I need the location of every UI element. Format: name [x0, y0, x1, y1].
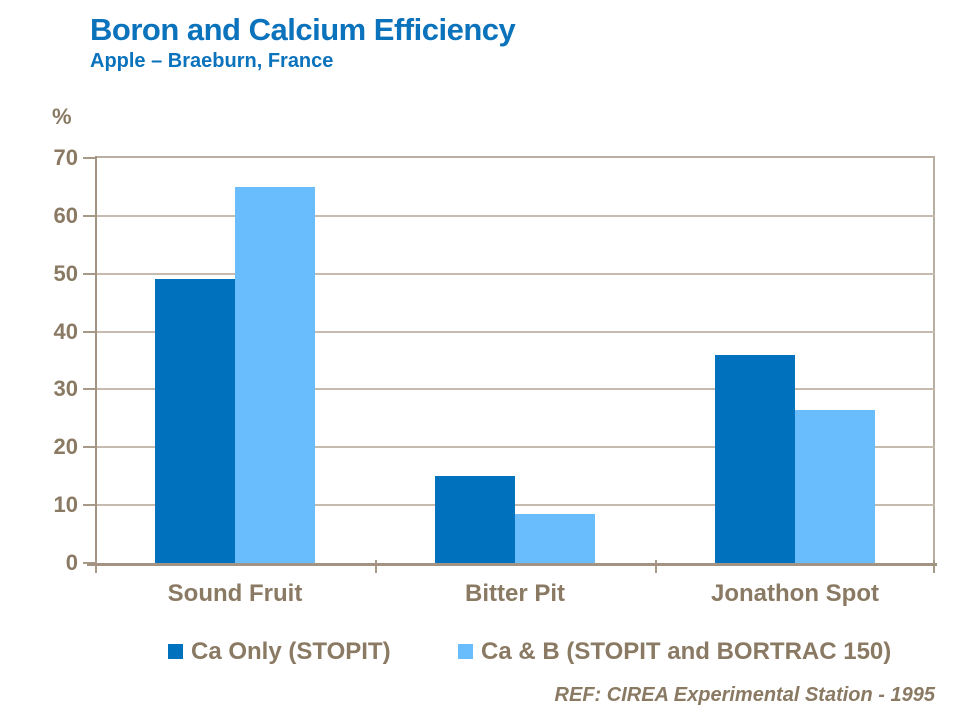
bar-group-sound-fruit [95, 158, 375, 563]
y-axis-line [95, 156, 97, 566]
x-tick-mark-3 [933, 560, 935, 573]
y-tick-label-60: 60 [53, 203, 78, 228]
y-tick-mark-60 [83, 215, 95, 217]
x-category-label-sound-fruit: Sound Fruit [167, 580, 303, 607]
bar-bitter-pit-series1 [435, 476, 515, 563]
x-tick-mark-1 [375, 560, 377, 573]
legend-item-series2: Ca & B (STOPIT and BORTRAC 150) [458, 638, 891, 666]
gridline-20 [97, 446, 935, 448]
gridline-60 [97, 215, 935, 217]
legend-swatch-series2 [458, 644, 473, 659]
y-tick-label-40: 40 [53, 319, 78, 344]
x-category-label-jonathon-spot: Jonathon Spot [711, 580, 879, 607]
gridline-30 [97, 388, 935, 390]
plot-right-border [933, 156, 935, 566]
y-tick-mark-40 [83, 331, 95, 333]
y-tick-mark-70 [83, 157, 95, 159]
y-tick-mark-10 [83, 504, 95, 506]
y-tick-mark-50 [83, 273, 95, 275]
gridline-40 [97, 331, 935, 333]
legend-label-series2: Ca & B (STOPIT and BORTRAC 150) [481, 638, 892, 665]
y-tick-label-20: 20 [53, 434, 78, 459]
bar-group-bitter-pit [375, 158, 655, 563]
y-tick-mark-30 [83, 388, 95, 390]
chart-subtitle: Apple – Braeburn, France [90, 50, 334, 72]
y-tick-label-10: 10 [53, 492, 78, 517]
gridline-50 [97, 273, 935, 275]
legend-item-series1: Ca Only (STOPIT) [168, 638, 391, 666]
x-axis-line [87, 563, 937, 566]
bar-jonathon-spot-series1 [715, 355, 795, 563]
x-tick-mark-2 [655, 560, 657, 573]
y-tick-mark-20 [83, 446, 95, 448]
bar-sound-fruit-series1 [155, 279, 235, 563]
gridline-10 [97, 504, 935, 506]
y-tick-label-70: 70 [53, 145, 78, 170]
legend-swatch-series1 [168, 644, 183, 659]
bar-sound-fruit-series2 [235, 187, 315, 563]
y-tick-label-30: 30 [53, 376, 78, 401]
y-axis-unit-label: % [52, 104, 72, 129]
reference-note: REF: CIREA Experimental Station - 1995 [554, 684, 935, 706]
y-tick-label-50: 50 [53, 261, 78, 286]
y-tick-label-0: 0 [65, 550, 78, 575]
chart-title: Boron and Calcium Efficiency [90, 12, 516, 47]
bar-group-jonathon-spot [655, 158, 935, 563]
y-axis-tick-labels: 0 10 20 30 40 50 60 70 [0, 145, 80, 575]
plot-top-border [95, 156, 935, 158]
x-category-label-bitter-pit: Bitter Pit [464, 580, 565, 607]
x-tick-mark-0 [95, 560, 97, 573]
plot-area [83, 156, 937, 573]
bar-jonathon-spot-series2 [795, 410, 875, 563]
x-axis-category-labels: Sound Fruit Bitter Pit Jonathon Spot [95, 580, 935, 608]
bar-bitter-pit-series2 [515, 514, 595, 563]
legend-label-series1: Ca Only (STOPIT) [191, 638, 391, 665]
chart-legend: Ca Only (STOPIT) Ca & B (STOPIT and BORTR… [0, 638, 960, 670]
